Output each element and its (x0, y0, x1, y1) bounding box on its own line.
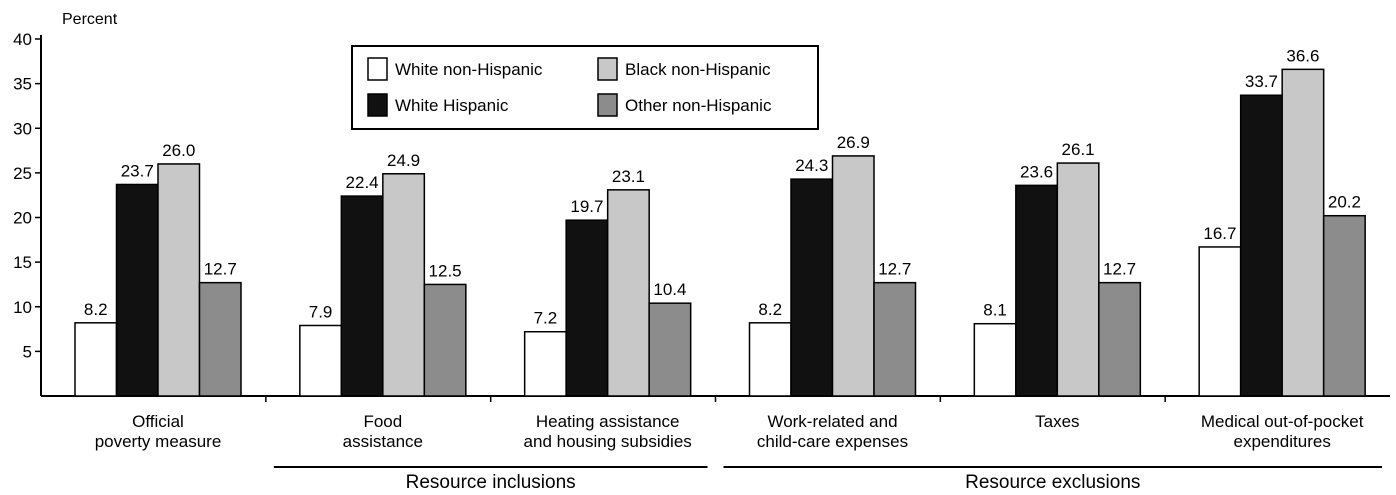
bar (382, 173, 426, 397)
bar (790, 178, 834, 397)
bar-value-label: 20.2 (1328, 193, 1361, 212)
bar (1281, 68, 1325, 397)
y-tick-label: 15 (13, 253, 32, 272)
y-tick-label: 10 (13, 298, 32, 317)
bar (873, 281, 917, 397)
category-label: assistance (343, 432, 423, 451)
bar (299, 324, 343, 397)
y-tick-label: 40 (13, 30, 32, 49)
bar-value-label: 26.9 (837, 133, 870, 152)
y-axis-label: Percent (62, 11, 118, 28)
group-labels: Resource inclusions Resource exclusions (273, 466, 1382, 493)
legend-box (351, 45, 819, 130)
category-label: Heating assistance (536, 412, 680, 431)
bar (157, 163, 201, 397)
bar-value-label: 7.9 (309, 302, 333, 321)
bar-value-label: 8.2 (758, 300, 782, 319)
y-tick-label: 25 (13, 164, 32, 183)
bar-value-label: 12.7 (204, 260, 237, 279)
y-tick-label: 30 (13, 119, 32, 138)
bar-value-label: 19.7 (570, 197, 603, 216)
y-tick-label: 35 (13, 75, 32, 94)
bar-value-label: 36.6 (1286, 46, 1319, 65)
bar (523, 330, 567, 397)
category-label: Medical out-of-pocket (1201, 412, 1364, 431)
bar-value-label: 7.2 (534, 309, 558, 328)
bar (198, 281, 242, 397)
bar-value-label: 26.0 (162, 141, 195, 160)
bar (973, 322, 1017, 397)
bar-value-label: 23.6 (1020, 162, 1053, 181)
bar (748, 322, 792, 397)
y-tick-label: 20 (13, 209, 32, 228)
category-label: child-care expenses (757, 432, 908, 451)
category-label: and housing subsidies (524, 432, 692, 451)
bar (565, 219, 609, 397)
category-label: Taxes (1035, 412, 1079, 431)
bar (1239, 94, 1283, 397)
bar (423, 283, 467, 397)
legend-swatch (367, 57, 388, 81)
bar (340, 195, 384, 397)
y-tick-label: 5 (23, 342, 32, 361)
category-label: expenditures (1233, 432, 1330, 451)
category-label: Food (363, 412, 402, 431)
bar-value-label: 26.1 (1062, 140, 1095, 159)
bar-value-label: 16.7 (1203, 224, 1236, 243)
bar (1098, 281, 1142, 397)
bar-value-label: 33.7 (1245, 72, 1278, 91)
bar-value-label: 8.2 (84, 300, 108, 319)
bar (1322, 214, 1366, 397)
bar (831, 155, 875, 397)
bar (1198, 246, 1242, 397)
bar (115, 183, 159, 397)
bar-value-label: 23.1 (612, 167, 645, 186)
legend-swatch (597, 93, 618, 117)
bar-value-label: 24.9 (387, 151, 420, 170)
bar-value-label: 12.7 (1103, 260, 1136, 279)
legend: White non-Hispanic White Hispanic Black no… (351, 45, 819, 130)
category-label: Work-related and (767, 412, 897, 431)
bar-value-label: 22.4 (346, 173, 379, 192)
legend-label: White non-Hispanic (395, 60, 543, 79)
bar (606, 189, 650, 397)
bar (1056, 162, 1100, 397)
bars: 8.2 23.7 26.0 12.7 7.9 22.4 24.9 12.5 7.2 19.7 23.… (74, 46, 1366, 397)
legend-label: Black non-Hispanic (625, 60, 771, 79)
bar (74, 322, 118, 397)
bar-value-label: 10.4 (653, 280, 686, 299)
bar (1015, 184, 1059, 397)
category-label: poverty measure (95, 432, 222, 451)
category-label: Official (132, 412, 184, 431)
bar-value-label: 12.7 (878, 260, 911, 279)
bar-value-label: 23.7 (121, 161, 154, 180)
bar (648, 302, 692, 397)
bar-value-label: 12.5 (429, 261, 462, 280)
legend-swatch (597, 57, 618, 81)
group-label: Resource exclusions (965, 472, 1140, 493)
legend-label: Other non-Hispanic (625, 96, 772, 115)
legend-label: White Hispanic (395, 96, 509, 115)
axes: Percent 5 10 15 20 25 30 35 40 (13, 11, 1390, 402)
bar-value-label: 24.3 (795, 156, 828, 175)
group-label: Resource inclusions (406, 472, 576, 493)
legend-swatch (367, 93, 388, 117)
bar-value-label: 8.1 (983, 301, 1007, 320)
